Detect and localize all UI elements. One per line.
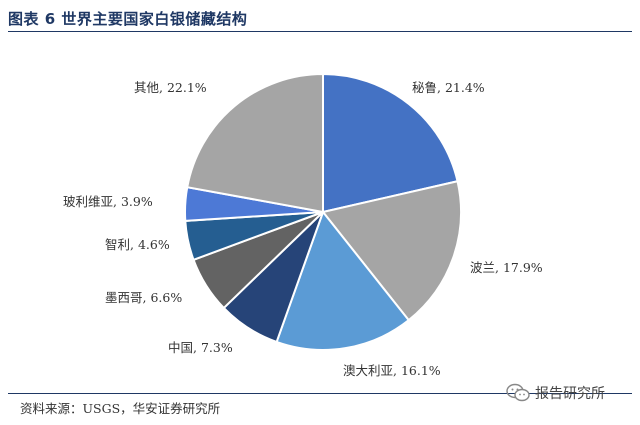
slice-label-3: 澳大利亚, 16.1% (343, 363, 441, 378)
pie-slice-2 (321, 180, 462, 322)
chart-title: 图表 6 世界主要国家白银储藏结构 (8, 10, 248, 28)
watermark: 报告研究所 (505, 383, 605, 403)
pie-slice-1 (322, 72, 459, 214)
slice-label-7: 玻利维亚, 3.9% (63, 194, 153, 209)
slice-label-5: 墨西哥, 6.6% (105, 290, 182, 305)
slice-label-4: 中国, 7.3% (168, 340, 233, 355)
slice-label-8: 其他, 22.1% (134, 80, 207, 95)
footer-divider (8, 393, 632, 394)
slice-label-6: 智利, 4.6% (105, 237, 170, 252)
slice-label-2: 波兰, 17.9% (470, 260, 543, 275)
watermark-text: 报告研究所 (535, 386, 605, 402)
title-divider (8, 31, 632, 32)
slice-label-1: 秘鲁, 21.4% (412, 80, 485, 95)
pie-slice-8 (186, 72, 324, 214)
pie-slice-3 (275, 209, 411, 351)
wechat-icon (506, 383, 530, 402)
source-note: 资料来源：USGS，华安证券研究所 (20, 401, 221, 416)
